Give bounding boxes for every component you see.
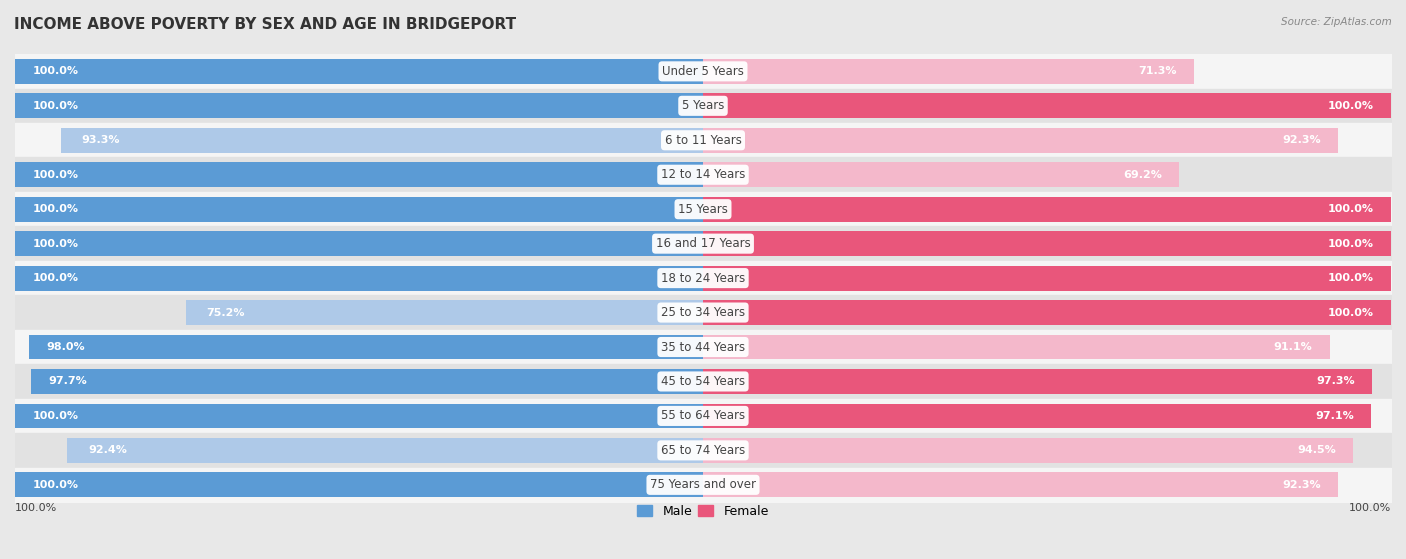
Bar <box>15 59 703 84</box>
Text: 5 Years: 5 Years <box>682 100 724 112</box>
Text: 100.0%: 100.0% <box>1327 273 1374 283</box>
Bar <box>186 300 703 325</box>
Bar <box>60 128 703 153</box>
Bar <box>15 472 703 498</box>
Legend: Male, Female: Male, Female <box>633 500 773 523</box>
Bar <box>703 93 1391 118</box>
Bar <box>15 93 703 118</box>
Text: 92.3%: 92.3% <box>1282 135 1320 145</box>
Text: 97.7%: 97.7% <box>48 376 87 386</box>
Text: 75 Years and over: 75 Years and over <box>650 479 756 491</box>
Bar <box>703 128 1339 153</box>
Bar <box>703 369 1372 394</box>
Text: 100.0%: 100.0% <box>1327 307 1374 318</box>
Text: 98.0%: 98.0% <box>46 342 84 352</box>
Text: 93.3%: 93.3% <box>82 135 121 145</box>
Bar <box>703 197 1391 221</box>
Text: 92.3%: 92.3% <box>1282 480 1320 490</box>
Bar <box>15 231 703 256</box>
Text: 71.3%: 71.3% <box>1137 67 1177 77</box>
Text: 100.0%: 100.0% <box>32 67 79 77</box>
Bar <box>703 162 1180 187</box>
Text: 100.0%: 100.0% <box>1327 101 1374 111</box>
Text: 18 to 24 Years: 18 to 24 Years <box>661 272 745 285</box>
Text: 100.0%: 100.0% <box>1327 239 1374 249</box>
Text: 100.0%: 100.0% <box>32 204 79 214</box>
Text: 100.0%: 100.0% <box>15 503 58 513</box>
Text: 100.0%: 100.0% <box>32 239 79 249</box>
Bar <box>703 59 1194 84</box>
Text: INCOME ABOVE POVERTY BY SEX AND AGE IN BRIDGEPORT: INCOME ABOVE POVERTY BY SEX AND AGE IN B… <box>14 17 516 32</box>
Text: 15 Years: 15 Years <box>678 203 728 216</box>
Text: 75.2%: 75.2% <box>207 307 245 318</box>
Text: 25 to 34 Years: 25 to 34 Years <box>661 306 745 319</box>
Text: 97.3%: 97.3% <box>1316 376 1355 386</box>
Text: 100.0%: 100.0% <box>32 170 79 180</box>
Bar <box>31 369 703 394</box>
Bar <box>703 335 1330 359</box>
Text: 91.1%: 91.1% <box>1274 342 1313 352</box>
Text: 100.0%: 100.0% <box>1348 503 1391 513</box>
Bar <box>15 404 703 428</box>
Text: 35 to 44 Years: 35 to 44 Years <box>661 340 745 353</box>
Text: 100.0%: 100.0% <box>32 411 79 421</box>
Text: 45 to 54 Years: 45 to 54 Years <box>661 375 745 388</box>
Text: 100.0%: 100.0% <box>32 101 79 111</box>
Bar <box>703 231 1391 256</box>
Text: 69.2%: 69.2% <box>1123 170 1161 180</box>
Text: 92.4%: 92.4% <box>89 446 127 456</box>
Text: 100.0%: 100.0% <box>32 273 79 283</box>
Text: 55 to 64 Years: 55 to 64 Years <box>661 409 745 423</box>
Bar <box>28 335 703 359</box>
Text: 94.5%: 94.5% <box>1298 446 1336 456</box>
Text: Source: ZipAtlas.com: Source: ZipAtlas.com <box>1281 17 1392 27</box>
Bar <box>15 197 703 221</box>
Bar <box>15 266 703 291</box>
Bar <box>703 404 1371 428</box>
Text: 97.1%: 97.1% <box>1315 411 1354 421</box>
Text: 16 and 17 Years: 16 and 17 Years <box>655 237 751 250</box>
Text: 100.0%: 100.0% <box>32 480 79 490</box>
Bar <box>703 438 1353 463</box>
Bar <box>67 438 703 463</box>
Bar <box>703 266 1391 291</box>
Bar <box>703 300 1391 325</box>
Bar <box>703 472 1339 498</box>
Text: 100.0%: 100.0% <box>1327 204 1374 214</box>
Bar <box>15 162 703 187</box>
Text: Under 5 Years: Under 5 Years <box>662 65 744 78</box>
Text: 6 to 11 Years: 6 to 11 Years <box>665 134 741 147</box>
Text: 65 to 74 Years: 65 to 74 Years <box>661 444 745 457</box>
Text: 12 to 14 Years: 12 to 14 Years <box>661 168 745 181</box>
